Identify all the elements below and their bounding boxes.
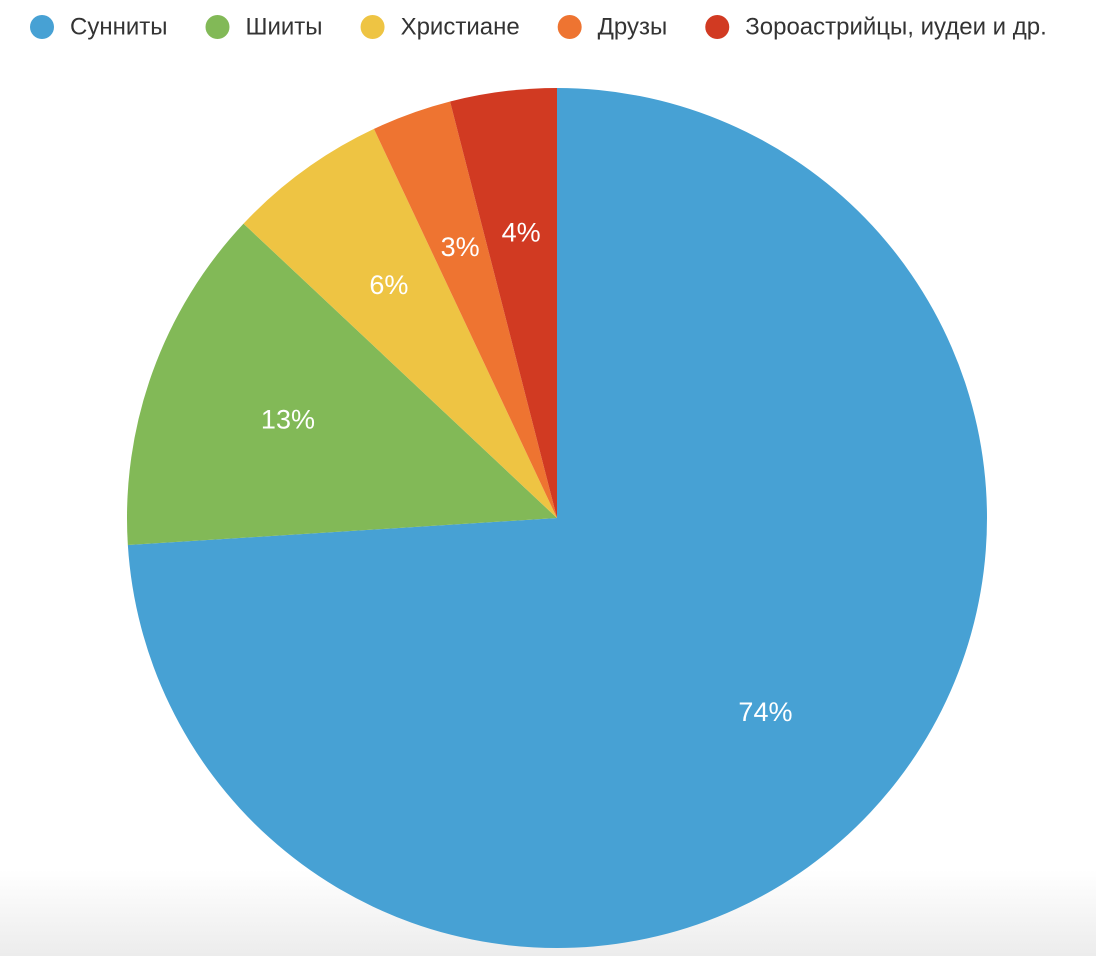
slice-label: 74% [738,697,792,727]
legend-item[interactable]: Зороастрийцы, иудеи и др. [705,13,1047,40]
pie: 74% 13% 6% 3% 4% [126,88,987,948]
legend-label: Зороастрийцы, иудеи и др. [745,13,1047,40]
legend-item[interactable]: Христиане [360,13,520,40]
slice-label: 6% [369,270,408,300]
pie-slice[interactable] [373,101,557,518]
pie-slice[interactable] [243,128,557,518]
slice-label: 13% [261,404,315,434]
legend-marker [205,15,230,39]
legend-label: Шииты [246,13,323,40]
slice-label: 3% [441,232,480,262]
legend-marker [30,15,54,39]
legend-label: Христиане [401,13,520,40]
legend-label: Сунниты [70,13,168,40]
pie-slice[interactable] [126,223,557,545]
legend-item[interactable]: Сунниты [30,13,168,40]
legend-marker [360,15,385,39]
legend-marker [705,15,730,39]
slice-label: 4% [502,217,541,247]
legend-item[interactable]: Друзы [557,13,668,40]
pie-slice[interactable] [127,88,987,948]
legend: Сунниты Шииты Христиане Друзы Зороастрийцы, … [30,13,1047,40]
pie-slice[interactable] [450,88,557,518]
legend-marker [557,15,582,39]
legend-item[interactable]: Шииты [205,13,323,40]
legend-label: Друзы [598,13,668,40]
